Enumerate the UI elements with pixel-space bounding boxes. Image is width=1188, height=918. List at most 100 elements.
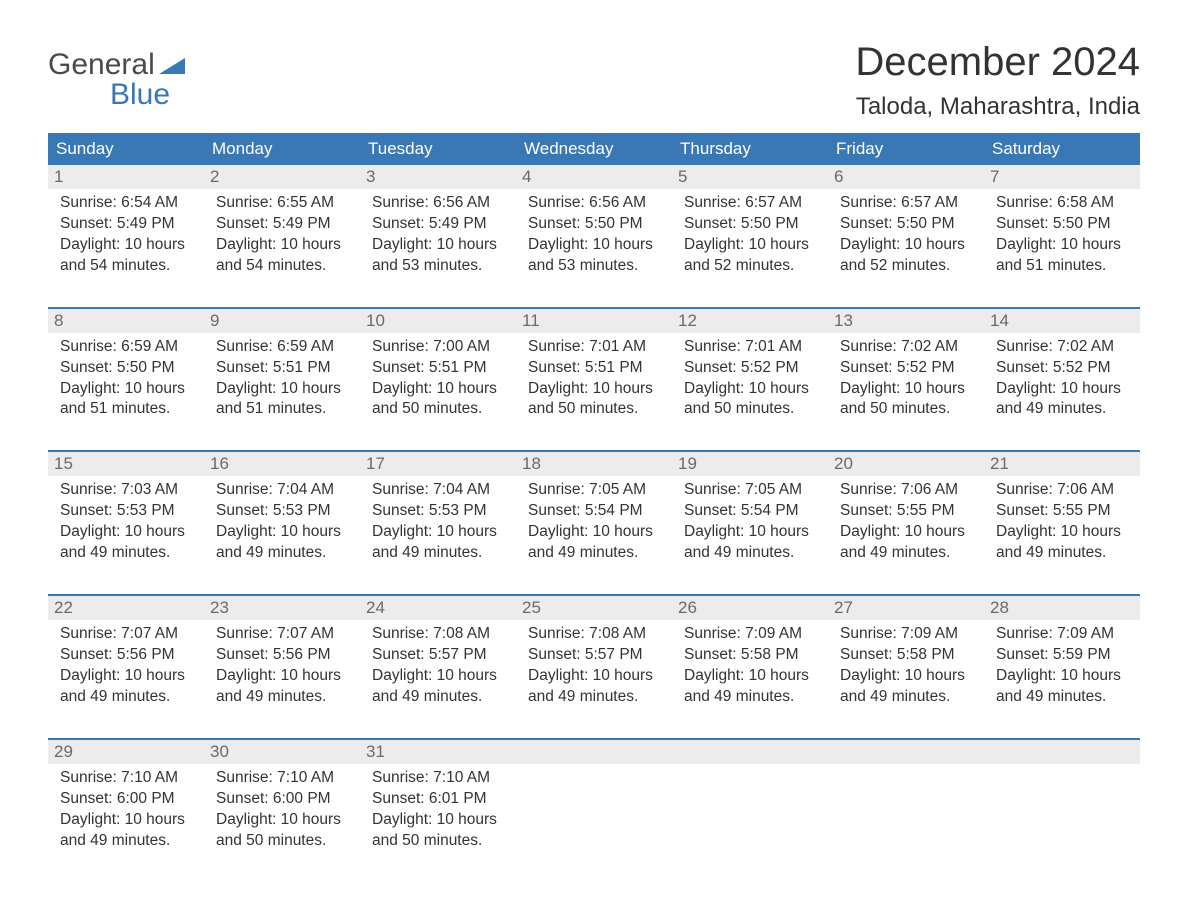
day-line: Sunrise: 7:10 AM [60, 768, 192, 789]
calendar: Sunday Monday Tuesday Wednesday Thursday… [48, 133, 1140, 881]
day-body-cell: Sunrise: 7:01 AMSunset: 5:51 PMDaylight:… [516, 333, 672, 451]
day-line: Sunset: 5:49 PM [60, 214, 192, 235]
daynum-cell: 19 [672, 452, 828, 476]
day-line: Daylight: 10 hours [60, 666, 192, 687]
location-subtitle: Taloda, Maharashtra, India [855, 93, 1140, 121]
day-body-cell [828, 764, 984, 882]
day-line: and 54 minutes. [216, 256, 348, 277]
day-body-cell: Sunrise: 6:59 AMSunset: 5:51 PMDaylight:… [204, 333, 360, 451]
day-body-text: Sunrise: 7:10 AMSunset: 6:00 PMDaylight:… [210, 766, 354, 866]
day-line: Sunrise: 7:04 AM [372, 480, 504, 501]
day-body-cell: Sunrise: 7:04 AMSunset: 5:53 PMDaylight:… [360, 476, 516, 594]
daynum-strip: 15161718192021 [48, 450, 1140, 476]
day-number: 12 [678, 311, 697, 330]
day-body-text: Sunrise: 7:08 AMSunset: 5:57 PMDaylight:… [522, 622, 666, 722]
day-body-text: Sunrise: 7:06 AMSunset: 5:55 PMDaylight:… [990, 478, 1134, 578]
day-line: Daylight: 10 hours [528, 235, 660, 256]
day-number: 1 [54, 167, 63, 186]
day-line: Daylight: 10 hours [60, 810, 192, 831]
daynum-cell: 7 [984, 165, 1140, 189]
day-line: Daylight: 10 hours [372, 810, 504, 831]
day-body-cell: Sunrise: 7:07 AMSunset: 5:56 PMDaylight:… [48, 620, 204, 738]
day-line: and 49 minutes. [216, 543, 348, 564]
day-number: 27 [834, 598, 853, 617]
day-body-cell: Sunrise: 7:05 AMSunset: 5:54 PMDaylight:… [516, 476, 672, 594]
day-body-cell: Sunrise: 6:59 AMSunset: 5:50 PMDaylight:… [48, 333, 204, 451]
day-body-text: Sunrise: 7:09 AMSunset: 5:58 PMDaylight:… [678, 622, 822, 722]
weekday-header: Wednesday [516, 133, 672, 165]
daynum-cell: 18 [516, 452, 672, 476]
day-line: Daylight: 10 hours [216, 810, 348, 831]
daynum-cell: 27 [828, 596, 984, 620]
day-line: Sunset: 5:49 PM [216, 214, 348, 235]
daynum-cell: 8 [48, 309, 204, 333]
daynum-cell: 28 [984, 596, 1140, 620]
month-title: December 2024 [855, 40, 1140, 85]
day-line: Sunrise: 7:01 AM [528, 337, 660, 358]
day-line: Sunrise: 7:02 AM [996, 337, 1128, 358]
daynum-strip: 22232425262728 [48, 594, 1140, 620]
weekday-header: Monday [204, 133, 360, 165]
day-number: 7 [990, 167, 999, 186]
day-body-cell: Sunrise: 7:08 AMSunset: 5:57 PMDaylight:… [516, 620, 672, 738]
day-line: Sunrise: 7:00 AM [372, 337, 504, 358]
day-number: 31 [366, 742, 385, 761]
day-number: 22 [54, 598, 73, 617]
day-body-text: Sunrise: 7:02 AMSunset: 5:52 PMDaylight:… [834, 335, 978, 435]
day-body-text: Sunrise: 7:01 AMSunset: 5:52 PMDaylight:… [678, 335, 822, 435]
day-line: Sunrise: 7:09 AM [840, 624, 972, 645]
daynum-cell: 29 [48, 740, 204, 764]
day-line: Sunset: 5:56 PM [60, 645, 192, 666]
day-number: 2 [210, 167, 219, 186]
day-line: Sunrise: 6:54 AM [60, 193, 192, 214]
day-line: Daylight: 10 hours [372, 666, 504, 687]
day-body-cell [672, 764, 828, 882]
day-line: Daylight: 10 hours [216, 666, 348, 687]
day-line: Sunrise: 6:58 AM [996, 193, 1128, 214]
daynum-cell: 17 [360, 452, 516, 476]
day-body-cell: Sunrise: 6:57 AMSunset: 5:50 PMDaylight:… [828, 189, 984, 307]
brand-wedge-icon [159, 50, 185, 80]
day-line: Daylight: 10 hours [216, 379, 348, 400]
day-line: and 49 minutes. [996, 687, 1128, 708]
day-line: Daylight: 10 hours [840, 379, 972, 400]
day-line: Daylight: 10 hours [528, 666, 660, 687]
day-body-cell: Sunrise: 6:57 AMSunset: 5:50 PMDaylight:… [672, 189, 828, 307]
day-line: and 50 minutes. [216, 831, 348, 852]
week-body-row: Sunrise: 7:07 AMSunset: 5:56 PMDaylight:… [48, 620, 1140, 738]
day-line: Daylight: 10 hours [996, 522, 1128, 543]
day-line: Sunset: 5:57 PM [372, 645, 504, 666]
day-line: and 49 minutes. [60, 543, 192, 564]
day-line: Sunrise: 7:10 AM [216, 768, 348, 789]
day-line: Sunset: 5:58 PM [840, 645, 972, 666]
day-line: Daylight: 10 hours [996, 379, 1128, 400]
day-line: and 49 minutes. [840, 687, 972, 708]
day-line: Sunset: 5:55 PM [840, 501, 972, 522]
day-number: 13 [834, 311, 853, 330]
day-number: 14 [990, 311, 1009, 330]
day-line: Daylight: 10 hours [60, 522, 192, 543]
day-body-cell [516, 764, 672, 882]
day-line: Sunrise: 7:04 AM [216, 480, 348, 501]
day-number: 26 [678, 598, 697, 617]
daynum-cell: 22 [48, 596, 204, 620]
day-body-cell: Sunrise: 6:55 AMSunset: 5:49 PMDaylight:… [204, 189, 360, 307]
day-body-text: Sunrise: 7:06 AMSunset: 5:55 PMDaylight:… [834, 478, 978, 578]
day-line: and 52 minutes. [684, 256, 816, 277]
daynum-cell: 31 [360, 740, 516, 764]
day-line: and 49 minutes. [372, 687, 504, 708]
week-body-row: Sunrise: 7:10 AMSunset: 6:00 PMDaylight:… [48, 764, 1140, 882]
day-line: and 49 minutes. [60, 831, 192, 852]
day-line: Daylight: 10 hours [528, 379, 660, 400]
day-body-text: Sunrise: 7:02 AMSunset: 5:52 PMDaylight:… [990, 335, 1134, 435]
daynum-strip: 1234567 [48, 165, 1140, 189]
day-body-text: Sunrise: 7:08 AMSunset: 5:57 PMDaylight:… [366, 622, 510, 722]
daynum-cell: 1 [48, 165, 204, 189]
day-body-cell: Sunrise: 7:04 AMSunset: 5:53 PMDaylight:… [204, 476, 360, 594]
day-line: Sunrise: 7:09 AM [996, 624, 1128, 645]
day-number: 16 [210, 454, 229, 473]
day-line: Sunrise: 7:01 AM [684, 337, 816, 358]
daynum-cell: 26 [672, 596, 828, 620]
day-line: Sunset: 5:55 PM [996, 501, 1128, 522]
daynum-cell: 16 [204, 452, 360, 476]
